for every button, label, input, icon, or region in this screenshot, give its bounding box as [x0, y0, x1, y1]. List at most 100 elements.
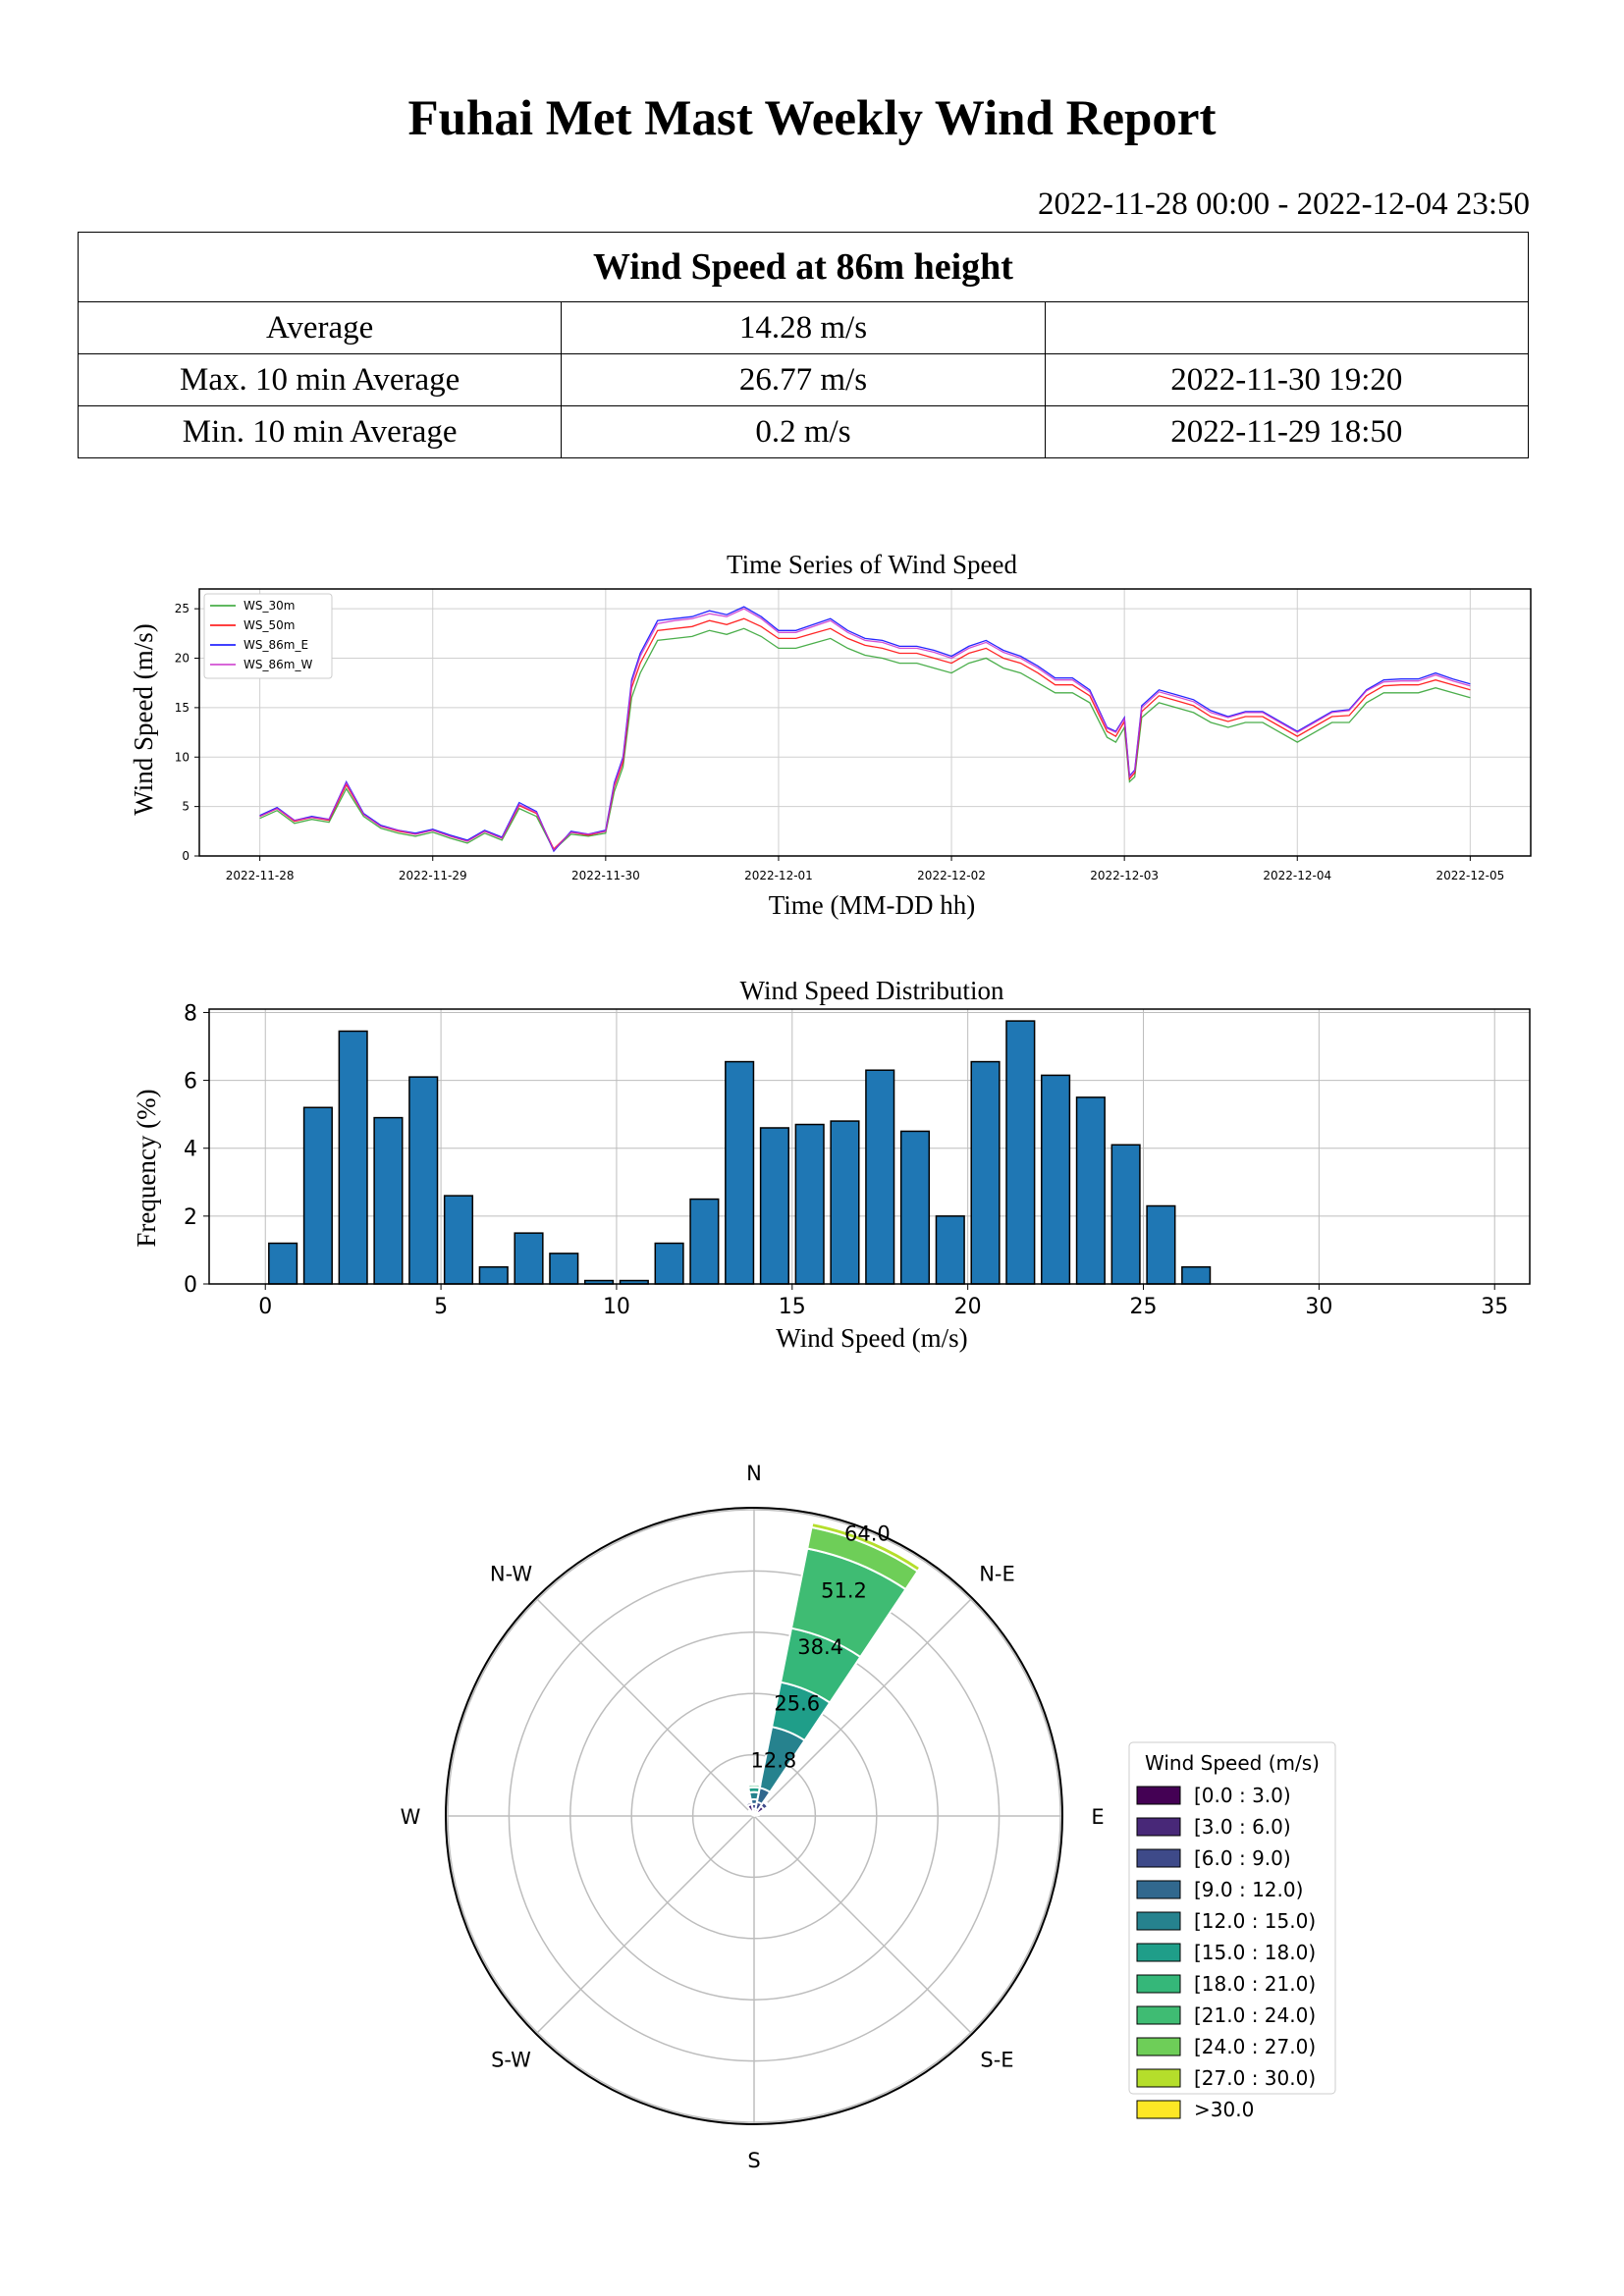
ts-plot-frame [198, 588, 1532, 857]
hist-ytick-label: 8 [184, 1001, 197, 1026]
hist-bar [1075, 1096, 1106, 1285]
rose-legend-swatch [1136, 2100, 1181, 2119]
summary-time: 2022-11-29 18:50 [1044, 405, 1530, 458]
hist-bar [1110, 1144, 1141, 1285]
hist-xtick-label: 0 [258, 1295, 272, 1319]
rose-legend-swatch [1136, 2068, 1181, 2088]
rose-spoke [535, 1597, 755, 1817]
rose-legend-swatch [1136, 1848, 1181, 1868]
time-series-chart: Time Series of Wind Speed Time (MM-DD hh… [129, 550, 1532, 920]
ts-series-line [259, 608, 1471, 852]
ts-legend-label: WS_50m [244, 618, 295, 632]
wind-rose-chart: 12.8 25.6 38.4 51.2 64.0 N N-E E S-E S S-W W N-W Win… [401, 1462, 1336, 2172]
rose-legend-swatch [1136, 1786, 1181, 1805]
hist-bar [408, 1076, 439, 1285]
summary-time: 2022-11-30 19:20 [1044, 353, 1530, 406]
ts-series-line [259, 617, 1471, 850]
hist-bar [478, 1265, 509, 1285]
rose-legend-label: [0.0 : 3.0) [1194, 1784, 1291, 1807]
rose-legend: Wind Speed (m/s) [0.0 : 3.0) [3.0 : 6.0) [6… [1128, 1741, 1336, 2121]
summary-label: Min. 10 min Average [77, 405, 563, 458]
hist-plot-frame [208, 1008, 1531, 1285]
summary-value: 14.28 m/s [561, 301, 1046, 354]
rose-outer-circle [445, 1507, 1063, 2125]
summary-time [1044, 301, 1530, 354]
ts-legend-box [203, 593, 333, 679]
rose-legend-swatch [1136, 1974, 1181, 1994]
hist-xlabel: Wind Speed (m/s) [776, 1323, 967, 1353]
ts-xtick-label: 2022-11-28 [226, 869, 295, 882]
rose-direction-label: N [746, 1462, 762, 1485]
hist-bar [1041, 1074, 1071, 1285]
hist-bar [302, 1106, 333, 1285]
rose-legend-label: [21.0 : 24.0) [1194, 2003, 1316, 2027]
hist-ytick-label: 2 [184, 1205, 197, 1230]
ts-legend-label: WS_86m_E [244, 638, 308, 652]
summary-label: Average [77, 301, 563, 354]
hist-bar [970, 1060, 1001, 1285]
rose-legend-swatch [1136, 2037, 1181, 2056]
rose-direction-label: S [747, 2149, 760, 2172]
hist-bar [830, 1120, 860, 1285]
rose-wedge [810, 1522, 922, 1574]
rose-radial-label: 64.0 [844, 1522, 891, 1546]
rose-legend-label: >30.0 [1194, 2098, 1254, 2121]
summary-table: Wind Speed at 86m height Average 14.28 m… [77, 232, 1530, 458]
hist-ylabel: Frequency (%) [132, 1089, 161, 1247]
rose-direction-label: S-W [491, 2048, 531, 2071]
hist-xtick-label: 10 [603, 1295, 630, 1319]
hist-xtick-label: 5 [434, 1295, 448, 1319]
hist-bar [514, 1232, 544, 1285]
rose-radial-label: 12.8 [750, 1748, 796, 1772]
hist-bar [549, 1253, 579, 1285]
summary-heading: Wind Speed at 86m height [78, 232, 1529, 302]
rose-spoke [535, 1815, 755, 2035]
hist-bar [899, 1130, 931, 1285]
ts-series-line [259, 627, 1471, 852]
rose-radial-label: 38.4 [797, 1635, 843, 1659]
rose-legend-swatch [1136, 1880, 1181, 1899]
hist-ytick-label: 4 [184, 1138, 197, 1162]
hist-xtick-label: 20 [954, 1295, 982, 1319]
rose-spoke [753, 1815, 973, 2035]
hist-bar [759, 1127, 789, 1285]
rose-direction-label: S-E [980, 2048, 1013, 2071]
ts-xlabel: Time (MM-DD hh) [769, 890, 976, 920]
summary-heading-row: Wind Speed at 86m height [78, 232, 1529, 302]
ts-ytick-label: 25 [175, 602, 189, 615]
hist-bar [689, 1198, 720, 1285]
rose-legend-label: [18.0 : 21.0) [1194, 1972, 1316, 1996]
rose-direction-label: W [401, 1805, 421, 1829]
rose-radial-label: 25.6 [774, 1692, 820, 1716]
summary-row-max: Max. 10 min Average 26.77 m/s 2022-11-30… [77, 353, 1530, 406]
rose-legend-swatch [1136, 2005, 1181, 2025]
ts-series-line [259, 606, 1471, 853]
rose-direction-label: N-W [490, 1563, 532, 1586]
hist-bar [794, 1123, 825, 1285]
rose-spoke [753, 1597, 973, 1817]
hist-xtick-label: 25 [1130, 1295, 1158, 1319]
hist-xtick-label: 30 [1305, 1295, 1332, 1319]
rose-legend-swatch [1136, 1943, 1181, 1962]
rose-legend-swatch [1136, 1911, 1181, 1931]
ts-ytick-label: 15 [175, 701, 189, 715]
hist-ytick-label: 6 [184, 1070, 197, 1095]
hist-bar [268, 1242, 298, 1285]
report-title: Fuhai Met Mast Weekly Wind Report [407, 91, 1217, 146]
rose-wedge [754, 1811, 760, 1817]
rose-wedge [762, 1799, 771, 1808]
hist-bar [338, 1030, 368, 1285]
ts-xtick-label: 2022-12-05 [1435, 869, 1504, 882]
rose-legend-title: Wind Speed (m/s) [1145, 1751, 1320, 1775]
distribution-chart: Wind Speed Distribution Wind Speed (m/s)… [132, 982, 1531, 1353]
summary-row-min: Min. 10 min Average 0.2 m/s 2022-11-29 1… [77, 405, 1530, 458]
rose-legend-swatch [1136, 1817, 1181, 1837]
rose-radial-label: 51.2 [821, 1578, 867, 1602]
ts-xtick-label: 2022-12-01 [744, 869, 813, 882]
rose-legend-label: [3.0 : 6.0) [1194, 1815, 1291, 1839]
ts-ytick-label: 0 [182, 849, 189, 863]
ts-xtick-label: 2022-11-30 [571, 869, 640, 882]
hist-ytick-label: 0 [184, 1273, 197, 1298]
rose-legend-label: [15.0 : 18.0) [1194, 1941, 1316, 1964]
rose-wedge [746, 1782, 762, 1788]
